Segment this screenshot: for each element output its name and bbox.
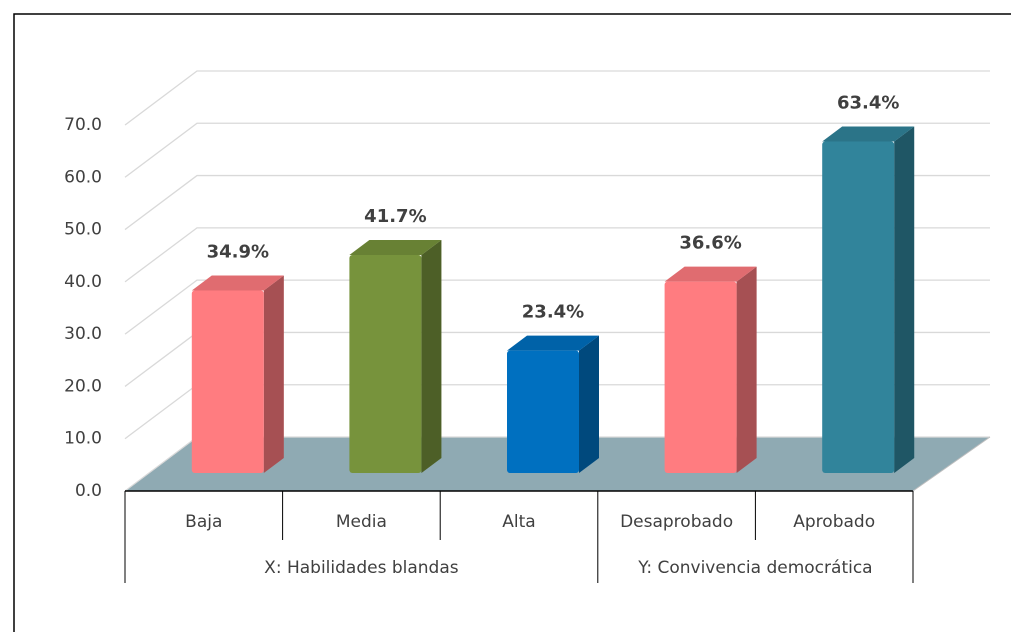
bar bbox=[191, 290, 264, 473]
bar-top bbox=[349, 239, 442, 255]
bar-side bbox=[579, 335, 599, 473]
bar-top-shade bbox=[507, 335, 599, 351]
y-tick-label: 10.0 bbox=[64, 429, 102, 449]
bar-side bbox=[421, 239, 442, 473]
bar-top bbox=[507, 335, 599, 351]
x-tick-label: Alta bbox=[502, 512, 535, 532]
value-label: 36.6% bbox=[679, 233, 741, 254]
bar-side-shade bbox=[736, 266, 757, 473]
y-tick-label: 70.0 bbox=[64, 115, 102, 135]
grid-line bbox=[124, 122, 990, 178]
bar-top-shade bbox=[349, 239, 442, 255]
bar bbox=[822, 141, 895, 473]
grid-line bbox=[124, 227, 990, 283]
bar-top bbox=[191, 275, 284, 291]
bar-side bbox=[263, 275, 284, 473]
bar-side-shade bbox=[579, 335, 599, 473]
bar bbox=[349, 254, 422, 473]
y-tick-label: 60.0 bbox=[64, 167, 102, 187]
y-tick-label: 30.0 bbox=[64, 324, 102, 344]
grid-line bbox=[124, 174, 990, 231]
x-tick-label: Aprobado bbox=[793, 512, 875, 532]
value-label: 41.7% bbox=[364, 206, 426, 227]
bar-side bbox=[894, 126, 915, 473]
group-label: X: Habilidades blandas bbox=[264, 558, 459, 578]
value-label: 63.4% bbox=[837, 93, 899, 114]
y-tick-label: 50.0 bbox=[64, 220, 102, 240]
bar-side-shade bbox=[894, 126, 915, 473]
y-tick-label: 40.0 bbox=[64, 272, 102, 292]
bar bbox=[664, 281, 737, 473]
bar-side bbox=[736, 266, 757, 473]
y-tick-label: 0.0 bbox=[75, 481, 102, 501]
bar-top bbox=[664, 266, 757, 282]
x-tick-label: Baja bbox=[185, 512, 222, 532]
bar bbox=[507, 350, 579, 473]
bar-side-shade bbox=[421, 239, 442, 473]
bar-top-shade bbox=[664, 266, 757, 282]
group-label: Y: Convivencia democrática bbox=[637, 558, 872, 578]
grid-line bbox=[124, 70, 990, 126]
x-axis-depth bbox=[912, 436, 991, 492]
y-tick-label: 20.0 bbox=[64, 376, 102, 396]
x-tick-label: Media bbox=[336, 512, 387, 532]
value-label: 34.9% bbox=[207, 242, 269, 263]
bar-top-shade bbox=[822, 126, 915, 142]
bar-top-shade bbox=[191, 275, 284, 291]
value-label: 23.4% bbox=[522, 302, 584, 323]
bar-top bbox=[822, 126, 915, 142]
bar-side-shade bbox=[263, 275, 284, 473]
x-tick-label: Desaprobado bbox=[620, 512, 733, 532]
